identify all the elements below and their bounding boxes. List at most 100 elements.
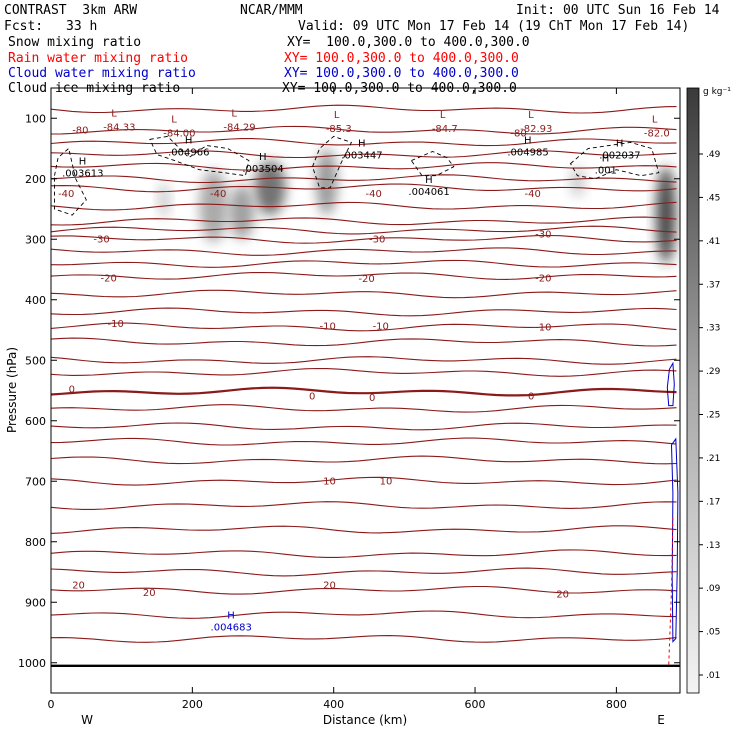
field-cloudwater-xy: XY= 100.0,300.0 to 400.0,300.0 xyxy=(284,66,519,81)
high-value: .004061 xyxy=(408,187,449,198)
snow-core-5 xyxy=(570,166,585,197)
high-value: .004683 xyxy=(211,622,252,633)
isotherm-line-15 xyxy=(51,307,677,317)
isotherm-line-1 xyxy=(51,125,677,135)
isotherm-label: -40 xyxy=(210,189,226,200)
low-value: -85.3 xyxy=(326,124,352,135)
isotherm-line-17 xyxy=(51,337,677,347)
plot-frame xyxy=(50,87,681,694)
isotherm-label: 0 xyxy=(528,392,534,403)
init-time: Init: 00 UTC Sun 16 Feb 14 xyxy=(516,3,720,18)
ice-contour-2 xyxy=(312,135,353,189)
high-marker: H xyxy=(79,157,87,168)
x-tick-label: 400 xyxy=(323,698,344,711)
high-value: .004966 xyxy=(168,147,209,158)
high-value: .001 xyxy=(595,166,617,177)
field-snow-name: Snow mixing ratio xyxy=(8,35,142,50)
field-rain-name: Rain water mixing ratio xyxy=(8,51,189,66)
high-marker: H xyxy=(259,152,267,163)
x-tick-label: 200 xyxy=(182,698,203,711)
isotherm-label: -80 xyxy=(72,125,88,136)
field-snow-xy: XY= 100.0,300.0 to 400.0,300.0 xyxy=(287,35,530,50)
isotherm-line-30 xyxy=(51,585,677,595)
low-value: -84.33 xyxy=(103,122,135,133)
isotherm-line-20 xyxy=(51,386,677,397)
cloud-water-contour-0 xyxy=(666,361,675,407)
isotherm-line-22 xyxy=(51,422,677,431)
snow-core-1 xyxy=(199,169,228,243)
colorbar-label: .21 xyxy=(706,454,720,464)
ice-contour-3 xyxy=(410,151,455,177)
isotherm-line-31 xyxy=(51,610,677,619)
isotherm-line-9 xyxy=(51,225,677,235)
y-tick-label: 200 xyxy=(25,173,46,186)
y-tick-label: 100 xyxy=(25,112,46,125)
low-value: -84.7 xyxy=(432,124,458,135)
isotherm-label: -20 xyxy=(535,274,551,285)
high-marker: H xyxy=(616,139,624,150)
isotherm-label: 20 xyxy=(72,580,85,591)
isotherm-line-32 xyxy=(51,635,677,643)
high-marker: H xyxy=(358,139,366,150)
y-tick-label: 1000 xyxy=(18,657,46,670)
y-tick-label: 700 xyxy=(25,475,46,488)
isotherm-line-21 xyxy=(51,404,677,413)
isotherm-label: -10 xyxy=(320,321,336,332)
colorbar-label: .33 xyxy=(706,324,720,334)
field-cloudwater-name: Cloud water mixing ratio xyxy=(8,66,196,81)
isotherm-label: -40 xyxy=(58,189,74,200)
cloud-ice-contours xyxy=(54,135,660,216)
isotherm-label: 10 xyxy=(380,476,393,487)
colorbar-label: .41 xyxy=(706,237,720,247)
isotherm-label: 0 xyxy=(309,392,315,403)
low-marker: L xyxy=(652,114,658,125)
high-value: .002037 xyxy=(599,151,640,162)
low-marker: L xyxy=(171,114,177,125)
high-marker: H xyxy=(227,610,235,621)
cloud-water-rain-contours xyxy=(666,361,679,666)
fcst-value: 33 h xyxy=(66,19,98,34)
low-marker: L xyxy=(440,110,446,121)
isotherm-line-7 xyxy=(51,201,677,211)
colorbar-label: .05 xyxy=(706,628,720,638)
low-value: -84.29 xyxy=(223,122,255,133)
high-value: .003504 xyxy=(242,164,283,175)
isotherm-line-24 xyxy=(51,455,677,465)
x-tick-label: 0 xyxy=(48,698,55,711)
isotherm-label: -40 xyxy=(366,189,382,200)
temperature-contours xyxy=(51,104,680,667)
y-tick-label: 600 xyxy=(25,415,46,428)
isotherm-line-19 xyxy=(51,367,677,377)
colorbar-unit: g kg⁻¹ xyxy=(703,87,731,97)
isotherm-label: 10 xyxy=(323,476,336,487)
y-axis-label: Pressure (hPa) xyxy=(5,347,19,433)
isotherm-label: -10 xyxy=(535,323,551,334)
isotherm-label: -30 xyxy=(369,234,385,245)
isotherm-label: 20 xyxy=(556,589,569,600)
high-marker: H xyxy=(602,154,610,165)
x-tick-label: 600 xyxy=(465,698,486,711)
colorbar-label: .09 xyxy=(706,584,721,594)
field-cloudice-name: Cloud ice mixing ratio xyxy=(8,81,181,96)
low-value: -84.00 xyxy=(163,128,195,139)
fcst-label: Fcst: xyxy=(4,19,44,34)
colorbar: g kg⁻¹ .49 .45 .41 .37 .33 .29 .25 .21 .17 .13 .09… xyxy=(686,87,731,694)
title-center: NCAR/MMM xyxy=(240,3,303,18)
low-marker: L xyxy=(528,110,534,121)
field-rain-xy: XY= 100.0,300.0 to 400.0,300.0 xyxy=(284,51,519,66)
isotherm-label: -20 xyxy=(100,274,116,285)
isotherm-line-18 xyxy=(51,356,677,365)
isotherm-line-27 xyxy=(51,525,677,534)
high-marker: H xyxy=(524,135,532,146)
isotherm-line-10 xyxy=(51,234,677,244)
x-tick-label: 800 xyxy=(606,698,627,711)
colorbar-label: .17 xyxy=(706,497,720,507)
isotherm-label: 0 xyxy=(69,384,75,395)
y-tick-label: 900 xyxy=(25,596,46,609)
cloud-water-contour-1 xyxy=(670,437,679,643)
ice-contour-4 xyxy=(569,141,660,180)
isotherm-line-16 xyxy=(51,322,677,332)
isotherm-line-6 xyxy=(51,183,677,193)
isotherm-label: 20 xyxy=(143,588,156,599)
